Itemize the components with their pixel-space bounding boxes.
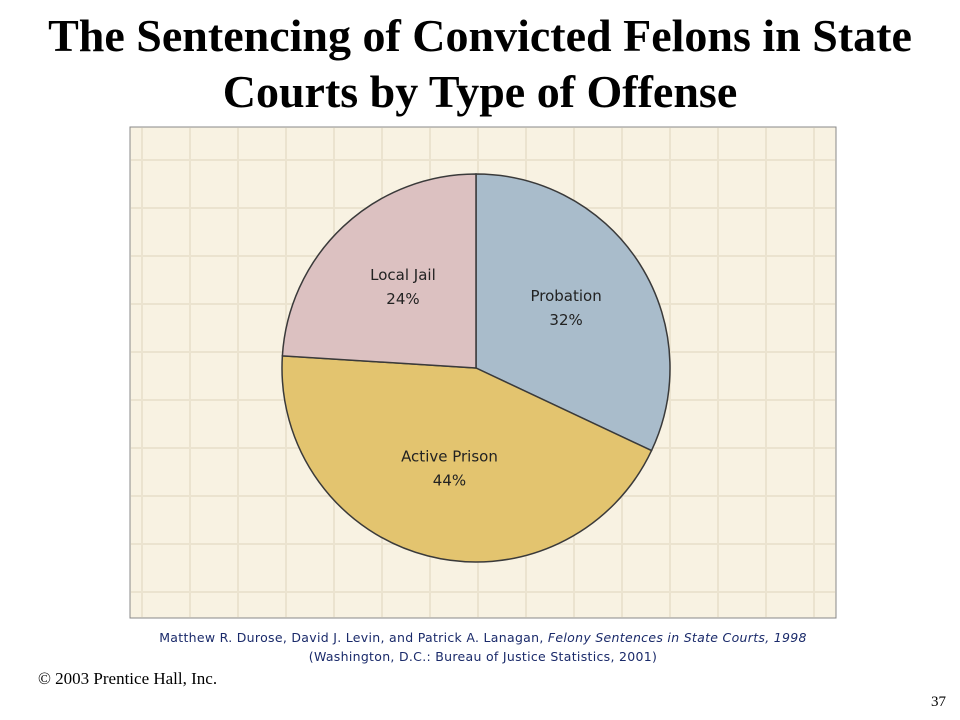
slice-value-label: 44% [433, 471, 466, 489]
slice-value-label: 32% [549, 311, 582, 329]
slice-label: Probation [530, 287, 601, 305]
copyright: © 2003 Prentice Hall, Inc. [38, 669, 218, 688]
pie-slice [281, 173, 477, 369]
pie-slice [475, 173, 671, 452]
source-text: Matthew R. Durose, David J. Levin, and P… [159, 630, 548, 645]
source-title: Felony Sentences in State Courts, 1998 [547, 630, 807, 645]
source-citation: Matthew R. Durose, David J. Levin, and P… [130, 628, 836, 666]
slice-label: Active Prison [401, 447, 498, 465]
slice-value-label: 24% [386, 290, 419, 308]
source-text: (Washington, D.C.: Bureau of Justice Sta… [308, 649, 658, 664]
slice-label: Local Jail [370, 266, 436, 284]
pie-slice [281, 355, 653, 563]
chart-title: The Sentencing of Convicted Felons in St… [48, 10, 912, 117]
pie: Probation 32% Active Prison 44% Local Jail 24… [281, 173, 671, 563]
page-number: 37 [931, 694, 946, 710]
